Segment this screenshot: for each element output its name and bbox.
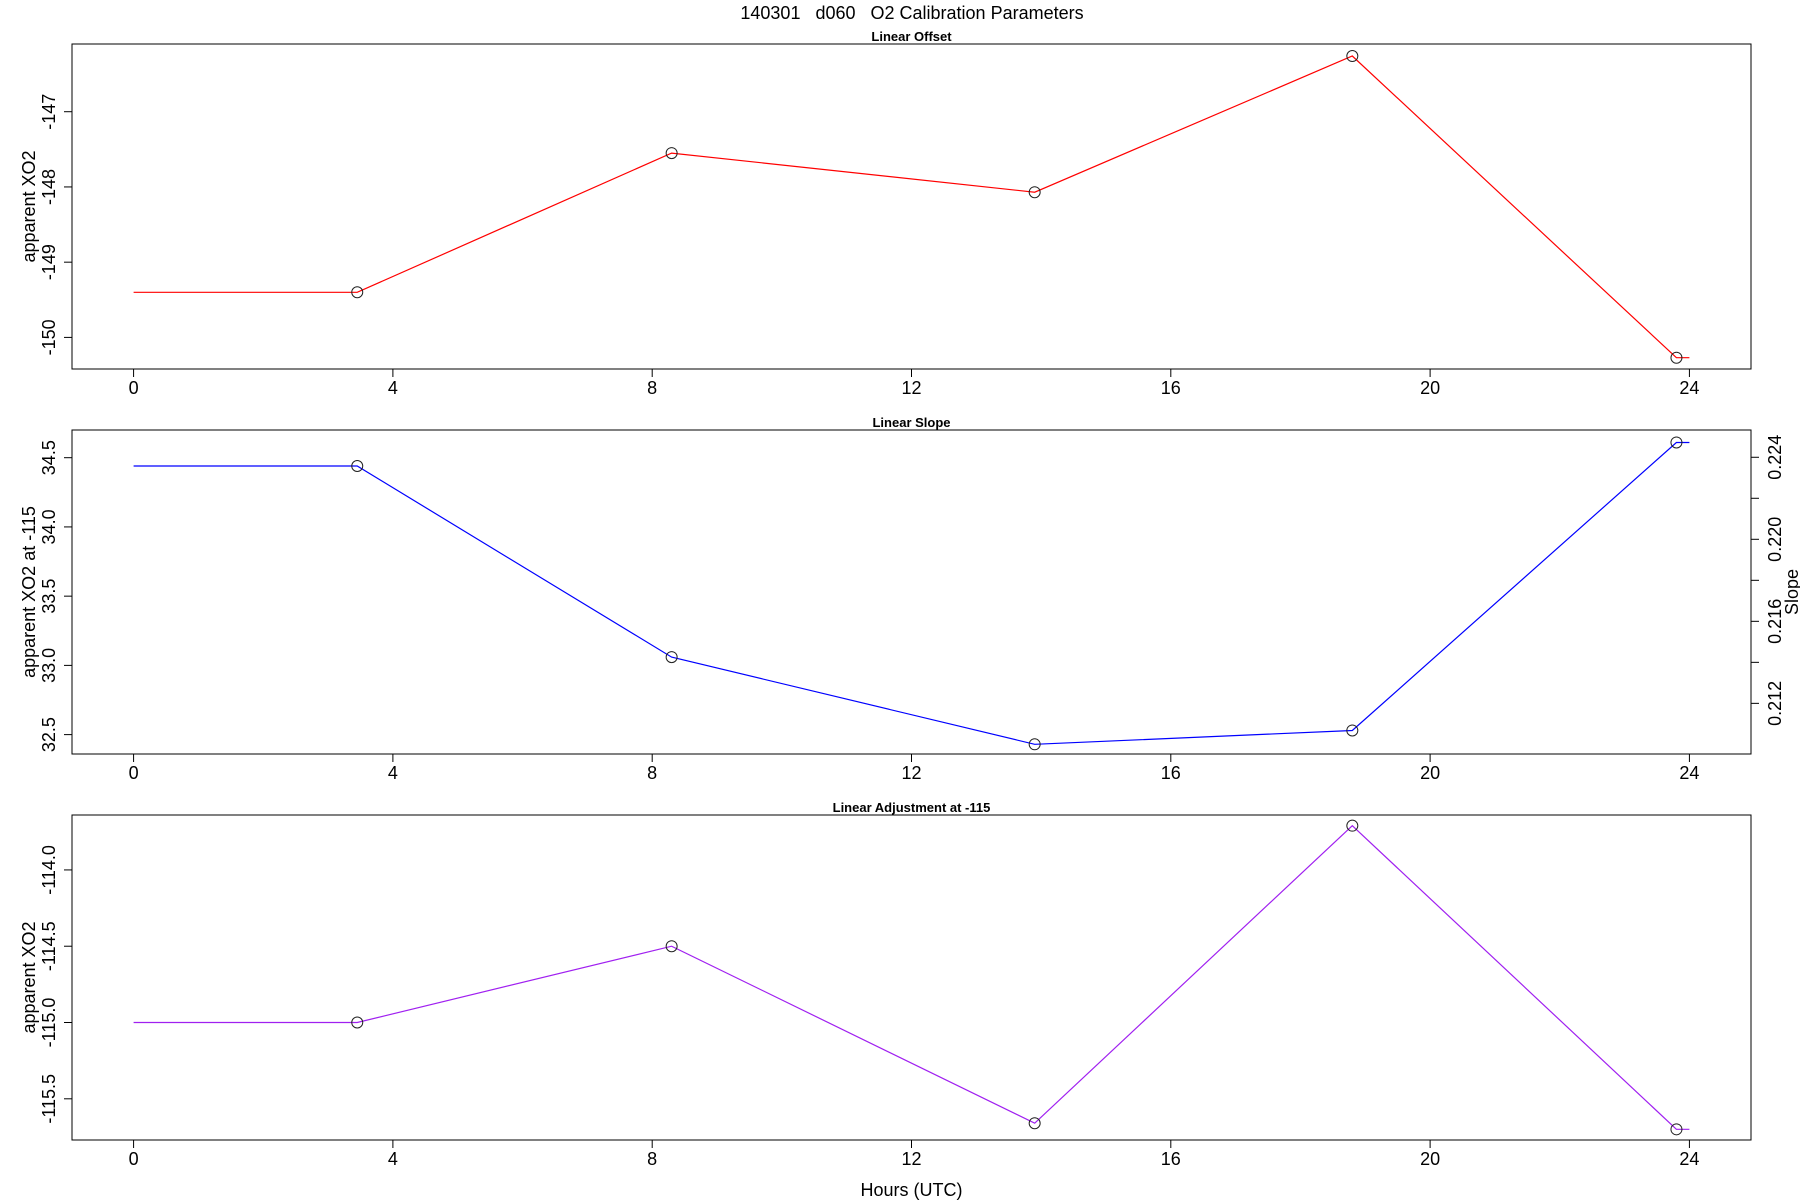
panel-linear-offset: Linear Offset apparent XO2 0 4 8 12 16 20 24 -1… [19,29,1752,398]
data-point [1670,351,1683,364]
x-tick-label: 12 [901,763,921,783]
y-tick-label: 34.5 [39,440,59,475]
y2-axis-label: Slope [1782,569,1800,615]
y-tick-label: 33.0 [39,648,59,683]
panel-title: Linear Slope [872,415,950,430]
x-tick-label: 8 [647,763,657,783]
x-tick-label: 16 [1161,378,1181,398]
x-tick-label: 4 [388,1149,398,1169]
data-point [665,940,678,953]
x-tick-label: 24 [1679,378,1699,398]
panel-linear-adjustment: Linear Adjustment at -115 apparent XO2 0… [19,800,1752,1169]
data-point [665,147,678,160]
data-point [1670,436,1683,449]
panel-linear-slope: Linear Slope apparent XO2 at -115 Slope … [19,415,1800,783]
x-tick-label: 16 [1161,763,1181,783]
y-tick-label: -114.0 [39,845,59,895]
y2-tick-label: 0.220 [1765,517,1785,562]
y-axis-label: apparent XO2 [19,150,39,262]
x-tick-label: 8 [647,1149,657,1169]
data-point [1028,1117,1041,1130]
x-tick-label: 20 [1420,378,1440,398]
y-tick-label: -115.5 [39,1074,59,1124]
y-tick-label: 32.5 [39,717,59,752]
y-tick-label: -147 [39,94,59,130]
data-point [665,651,678,664]
series-line [133,824,1690,1130]
panel-title: Linear Offset [871,29,952,44]
x-tick-label: 12 [901,378,921,398]
y2-tick-label: 0.224 [1765,435,1785,480]
x-axis-label: Hours (UTC) [861,1180,963,1200]
x-tick-label: 12 [901,1149,921,1169]
data-point [351,286,364,299]
y-tick-label: 33.5 [39,579,59,614]
series-line [133,55,1690,359]
y-tick-label: 34.0 [39,509,59,544]
x-tick-label: 16 [1161,1149,1181,1169]
data-point [1346,724,1359,737]
data-point [1346,819,1359,832]
y-tick-label: -115.0 [39,998,59,1048]
data-point [351,460,364,472]
x-tick-label: 24 [1679,1149,1699,1169]
data-point [1670,1123,1683,1136]
plot-frame [71,814,1752,1141]
x-tick-label: 4 [388,378,398,398]
y2-tick-label: 0.216 [1765,599,1785,644]
y-tick-label: -149 [39,244,59,280]
x-tick-label: 0 [129,378,139,398]
y2-tick-label: 0.212 [1765,681,1785,726]
plot-frame [71,43,1752,370]
x-tick-label: 0 [129,1149,139,1169]
data-point [1028,738,1041,751]
plot-frame [71,429,1752,755]
data-point [1028,186,1041,199]
data-point [351,1016,364,1029]
y-axis-label: apparent XO2 at -115 [19,506,39,678]
x-tick-label: 20 [1420,763,1440,783]
panel-title: Linear Adjustment at -115 [833,800,991,815]
x-tick-label: 20 [1420,1149,1440,1169]
y-tick-label: -150 [39,319,59,355]
x-tick-label: 24 [1679,763,1699,783]
figure-title: 140301 d060 O2 Calibration Parameters [740,3,1083,23]
y-tick-label: -148 [39,169,59,205]
x-tick-label: 0 [129,763,139,783]
x-tick-label: 8 [647,378,657,398]
y-axis-label: apparent XO2 [19,921,39,1033]
data-point [1346,50,1359,63]
y-tick-label: -114.5 [39,921,59,971]
x-tick-label: 4 [388,763,398,783]
series-line [133,441,1690,745]
